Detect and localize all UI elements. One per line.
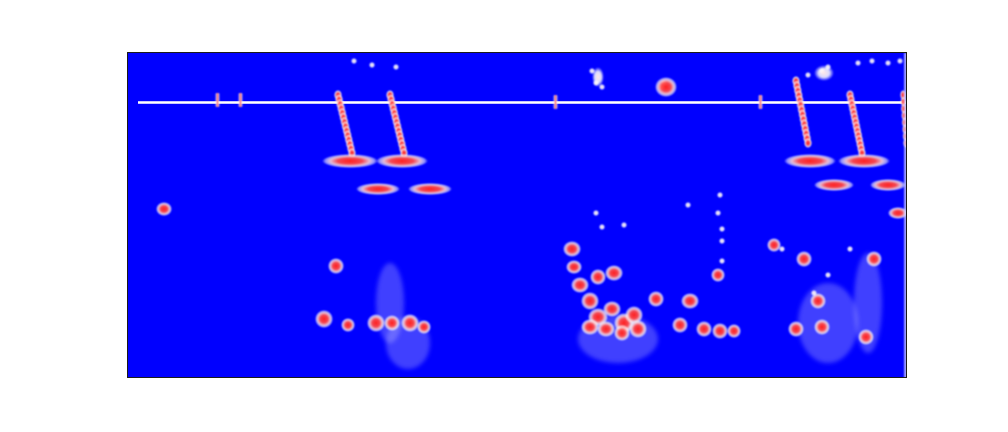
- tone-line-core: [138, 102, 906, 103]
- hot-spot: [788, 321, 804, 337]
- hot-spot: [603, 301, 621, 317]
- hot-spot: [563, 241, 581, 257]
- hot-spot: [814, 65, 834, 81]
- faint-halo: [854, 253, 882, 353]
- speck: [598, 223, 606, 231]
- tone-tick: [238, 93, 243, 107]
- hot-spot: [727, 324, 741, 338]
- hot-spot: [625, 306, 643, 324]
- speck: [804, 71, 812, 79]
- hot-spot: [590, 269, 606, 285]
- hot-spots-layer: [156, 53, 906, 377]
- hot-spot: [629, 320, 647, 338]
- speck: [368, 61, 376, 69]
- hot-spot: [566, 260, 582, 274]
- speck: [620, 221, 628, 229]
- hot-spot: [858, 329, 874, 345]
- speck: [718, 257, 726, 265]
- right-edge-strip: [904, 53, 906, 377]
- hot-spot: [814, 319, 830, 335]
- hot-spot: [605, 265, 623, 281]
- hot-spot: [328, 258, 344, 274]
- speck: [810, 289, 818, 297]
- speck: [884, 59, 892, 67]
- hot-spot: [696, 321, 712, 337]
- heatmap-panel: [127, 52, 907, 378]
- hot-spot: [866, 251, 882, 267]
- chirp-flare: [376, 154, 428, 168]
- chirp-flare: [870, 179, 906, 191]
- hot-spot: [571, 277, 589, 293]
- hot-spot: [597, 321, 615, 337]
- tone-tick: [553, 95, 558, 109]
- hot-spot: [810, 293, 826, 309]
- speck: [718, 237, 726, 245]
- speck: [824, 271, 832, 279]
- speck: [684, 201, 692, 209]
- hot-spot: [341, 318, 355, 332]
- hot-spot: [648, 291, 664, 307]
- hot-spot: [417, 320, 431, 334]
- speck: [846, 245, 854, 253]
- chirp-flare: [408, 183, 452, 195]
- speck: [392, 63, 400, 71]
- hot-spot: [581, 292, 599, 310]
- chirp-flare: [888, 207, 906, 219]
- chirp-flare: [838, 154, 890, 168]
- speck: [896, 57, 904, 65]
- speck: [868, 57, 876, 65]
- chirp-flare: [784, 154, 836, 168]
- faint-halo: [376, 263, 404, 343]
- hot-spot: [614, 325, 630, 341]
- hot-spot: [315, 310, 333, 328]
- horizontal-tone-line: [138, 101, 906, 104]
- speck: [854, 59, 862, 67]
- hot-spot: [581, 319, 599, 335]
- tone-tick: [758, 95, 763, 109]
- heatmap-image: [128, 53, 906, 377]
- hot-spot: [401, 314, 419, 332]
- speck: [714, 209, 722, 217]
- hot-spot: [367, 314, 385, 332]
- speck: [718, 225, 726, 233]
- speck: [350, 57, 358, 65]
- hot-spot: [767, 238, 781, 252]
- hot-spot: [711, 268, 725, 282]
- hot-spot: [592, 67, 604, 87]
- hot-spot: [655, 77, 677, 97]
- chirp-streak: [804, 138, 812, 148]
- hot-spot: [681, 293, 699, 309]
- chirp-flare: [322, 154, 378, 168]
- chirp-flare: [814, 179, 854, 191]
- hot-spot: [796, 251, 812, 267]
- speck: [592, 209, 600, 217]
- speck: [778, 245, 786, 253]
- tone-tick: [215, 93, 220, 107]
- chirp-flare: [356, 183, 400, 195]
- speck: [716, 191, 724, 199]
- hot-spot: [156, 202, 172, 216]
- heatmap-background: [128, 53, 906, 377]
- hot-spot: [384, 315, 400, 331]
- hot-spot: [712, 323, 728, 339]
- hot-spot: [672, 317, 688, 333]
